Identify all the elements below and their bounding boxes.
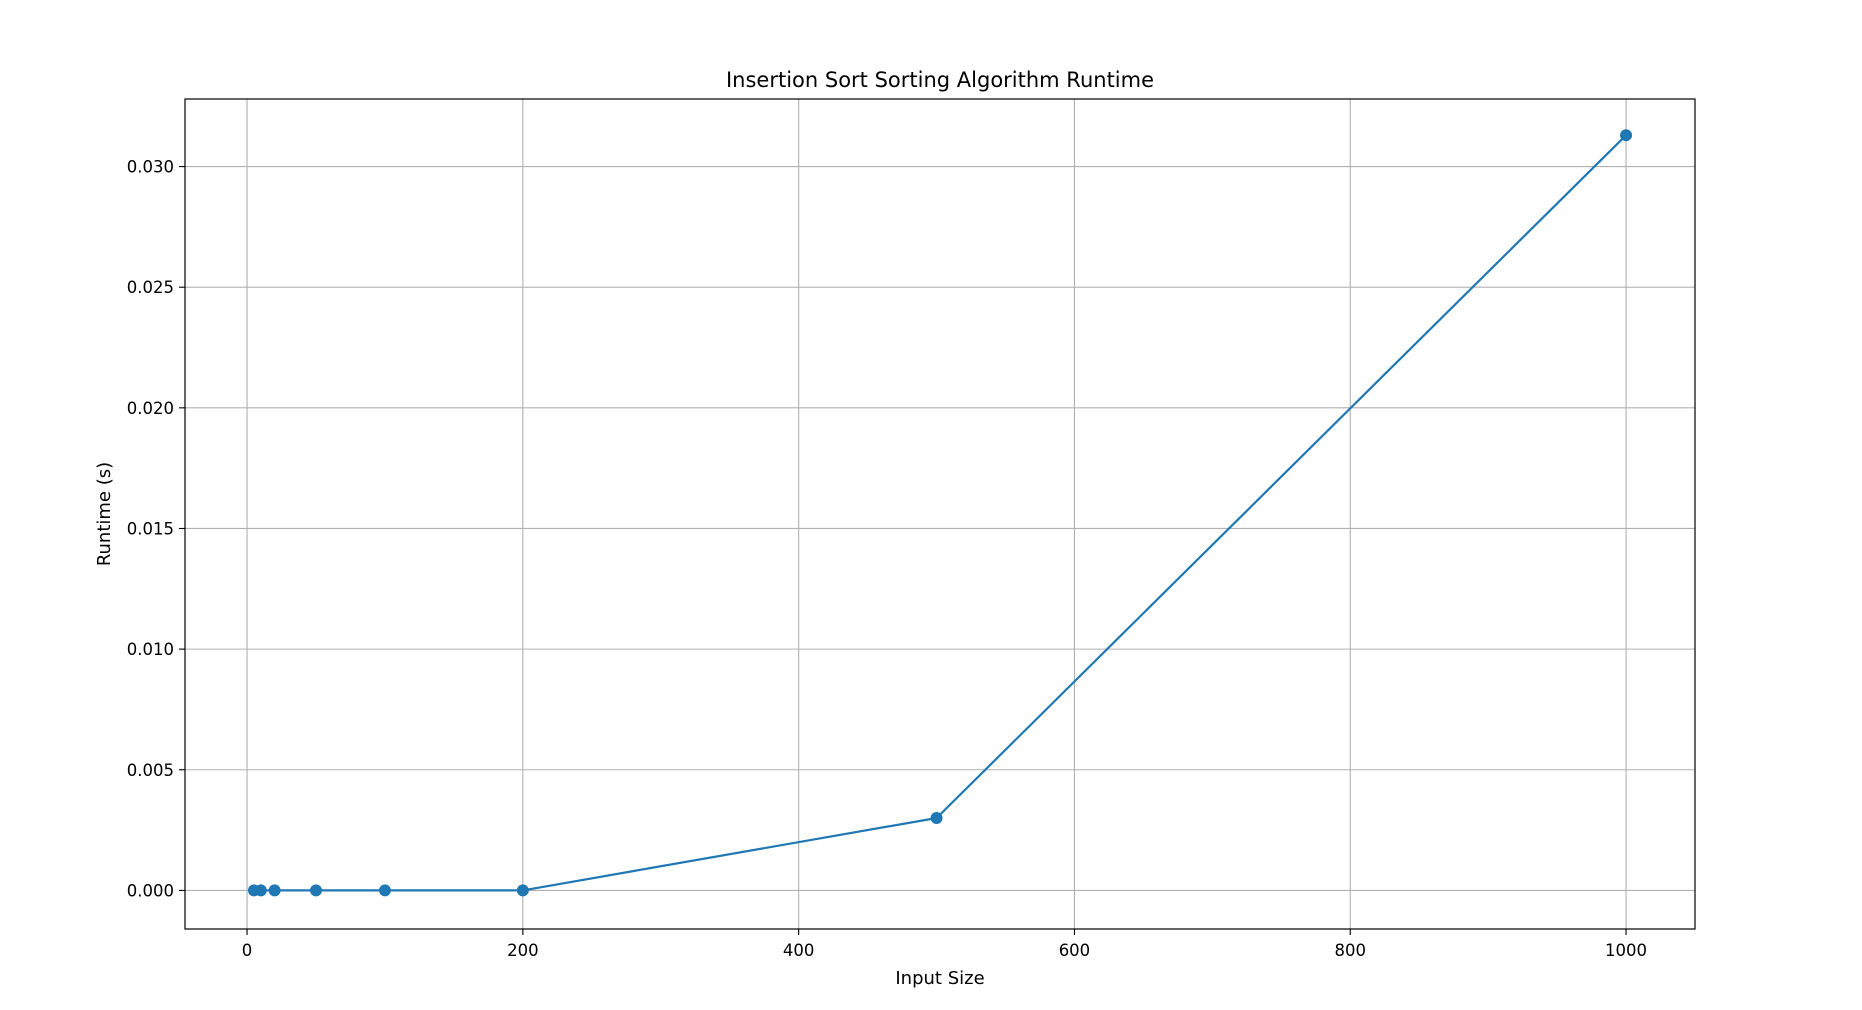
y-tick-label: 0.000 [127, 881, 174, 900]
data-point [1620, 129, 1633, 142]
y-tick-label: 0.005 [127, 761, 174, 780]
chart-title: Insertion Sort Sorting Algorithm Runtime [726, 68, 1154, 92]
data-point [310, 884, 323, 897]
data-point [516, 884, 529, 897]
y-tick-label: 0.025 [127, 278, 174, 297]
data-point [254, 884, 267, 897]
x-tick-label: 400 [783, 941, 815, 960]
y-tick-label: 0.015 [127, 519, 174, 538]
y-tick-label: 0.010 [127, 640, 174, 659]
y-tick-label: 0.030 [127, 158, 174, 177]
x-tick-label: 0 [242, 941, 253, 960]
data-point [930, 812, 943, 825]
grid-lines [185, 99, 1695, 929]
x-tick-label: 1000 [1605, 941, 1647, 960]
y-axis-label: Runtime (s) [94, 462, 115, 566]
x-tick-label: 200 [507, 941, 539, 960]
data-point [268, 884, 281, 897]
y-tick-label: 0.020 [127, 399, 174, 418]
plot-frame [184, 98, 1696, 930]
x-axis-label: Input Size [895, 968, 984, 989]
x-tick-label: 600 [1059, 941, 1091, 960]
series-layer [247, 129, 1633, 897]
x-tick-label: 800 [1335, 941, 1367, 960]
axis-ticks: 0 200 400 600 800 1000 0.000 0.005 0.010 0.015 0.0… [127, 158, 1647, 960]
data-point [378, 884, 391, 897]
